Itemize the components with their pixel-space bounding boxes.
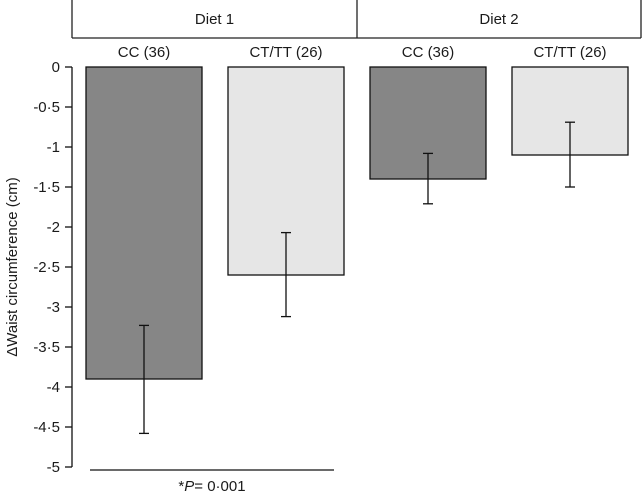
y-tick-label: -1·5 (33, 179, 60, 196)
y-tick-label: -2 (47, 219, 60, 236)
annotation-part: = 0·001 (194, 478, 245, 495)
group-label: Diet 2 (479, 11, 518, 28)
significance-annotation: *P= 0·001 (178, 478, 245, 495)
category-label: CC (36) (402, 44, 455, 61)
y-tick-label: -5 (47, 459, 60, 476)
group-label: Diet 1 (195, 11, 234, 28)
y-tick-label: 0 (52, 59, 60, 76)
category-label: CT/TT (26) (249, 44, 322, 61)
category-label: CT/TT (26) (533, 44, 606, 61)
y-tick-label: -3·5 (33, 339, 60, 356)
annotation-part: P (184, 478, 194, 495)
y-axis-label: ΔWaist circumference (cm) (4, 177, 21, 356)
annotation-part: * (178, 478, 184, 495)
y-tick-label: -1 (47, 139, 60, 156)
category-label: CC (36) (118, 44, 171, 61)
y-tick-label: -4 (47, 379, 60, 396)
y-tick-label: -4·5 (33, 419, 60, 436)
y-tick-label: -0·5 (33, 99, 60, 116)
y-tick-label: -3 (47, 299, 60, 316)
y-tick-label: -2·5 (33, 259, 60, 276)
